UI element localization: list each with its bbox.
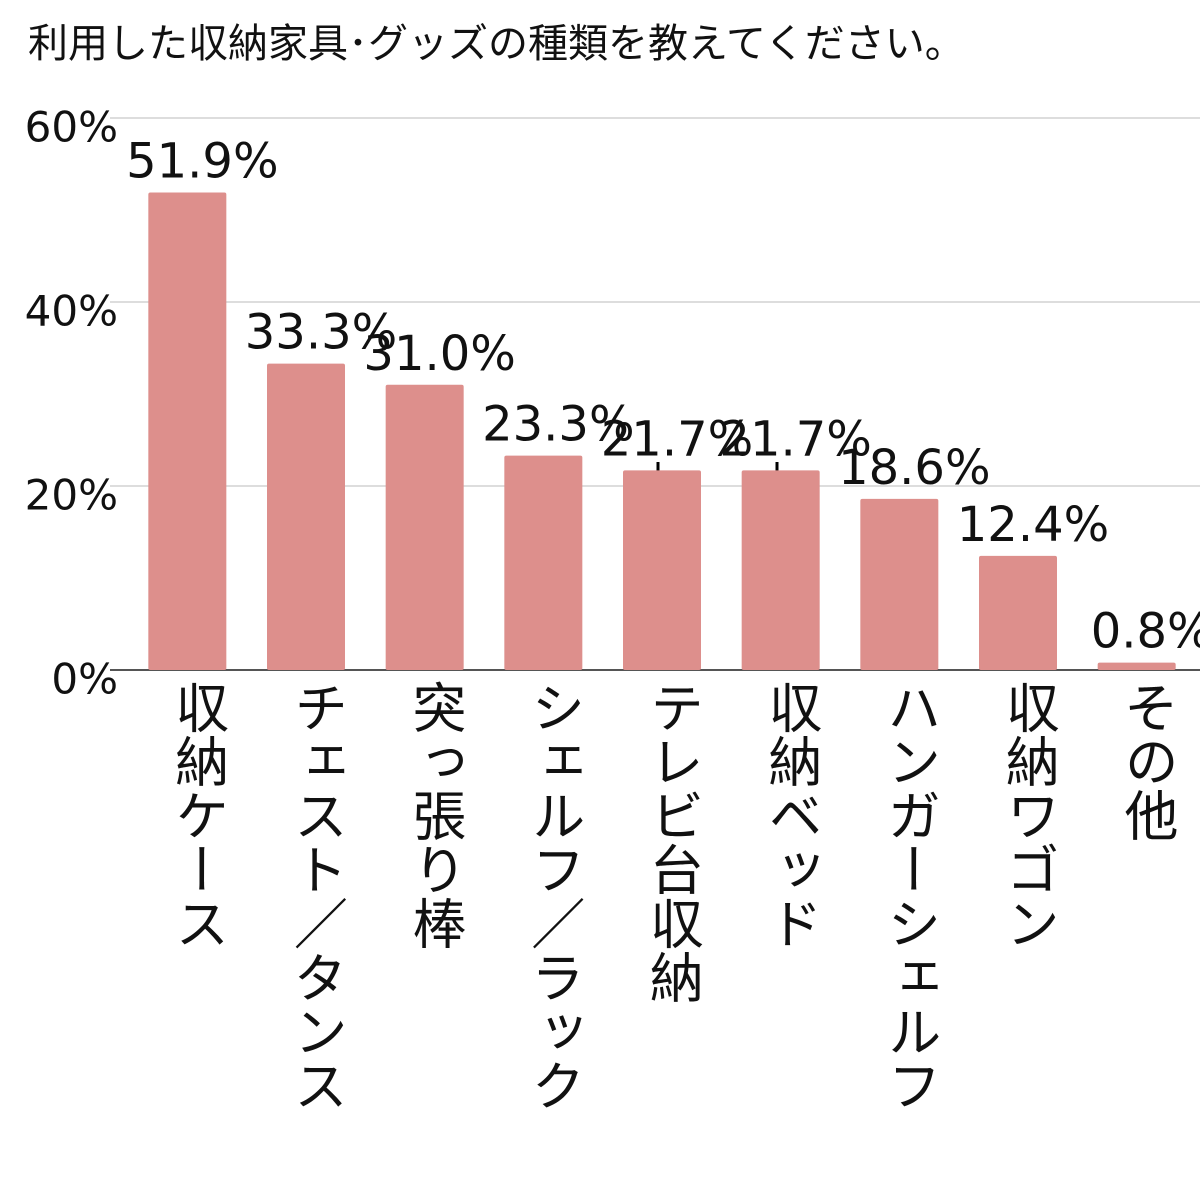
bar [1097,662,1176,670]
bar [267,363,345,670]
value-label: 23.3% [482,397,634,453]
bar [979,555,1057,670]
value-label: 18.6% [838,440,990,496]
x-tick-label: 収納ベッド [759,680,822,950]
x-tick-label: 収納ケース [166,680,229,950]
x-tick-label: 突っ張り棒 [403,680,466,950]
value-label: 51.9% [126,134,278,190]
y-tick-label: 0% [51,655,118,704]
y-tick-label: 40% [25,287,118,336]
y-tick-label: 20% [25,471,118,520]
value-label: 0.8% [1091,604,1200,660]
x-tick-label: テレビ台収納 [640,680,703,1004]
bar [623,470,701,670]
bar [860,498,939,670]
x-tick-label: その他 [1115,680,1178,842]
bar [504,455,583,670]
value-label: 12.4% [957,497,1109,553]
value-label: 21.7% [719,411,871,467]
value-label: 31.0% [363,326,515,382]
x-tick-label: シェルフ／ラック [522,680,585,1112]
bar [385,384,464,670]
bar [148,192,227,670]
value-label: 21.7% [601,411,753,467]
y-tick-label: 60% [25,103,118,152]
x-tick-label: 収納ワゴン [996,680,1059,950]
x-tick-label: ハンガーシェルフ [878,680,941,1112]
value-label: 33.3% [245,305,397,361]
x-tick-label: チェスト／タンス [284,680,347,1112]
chart-title: 利用した収納家具･グッズの種類を教えてください。 [28,21,965,67]
bar [741,470,820,670]
